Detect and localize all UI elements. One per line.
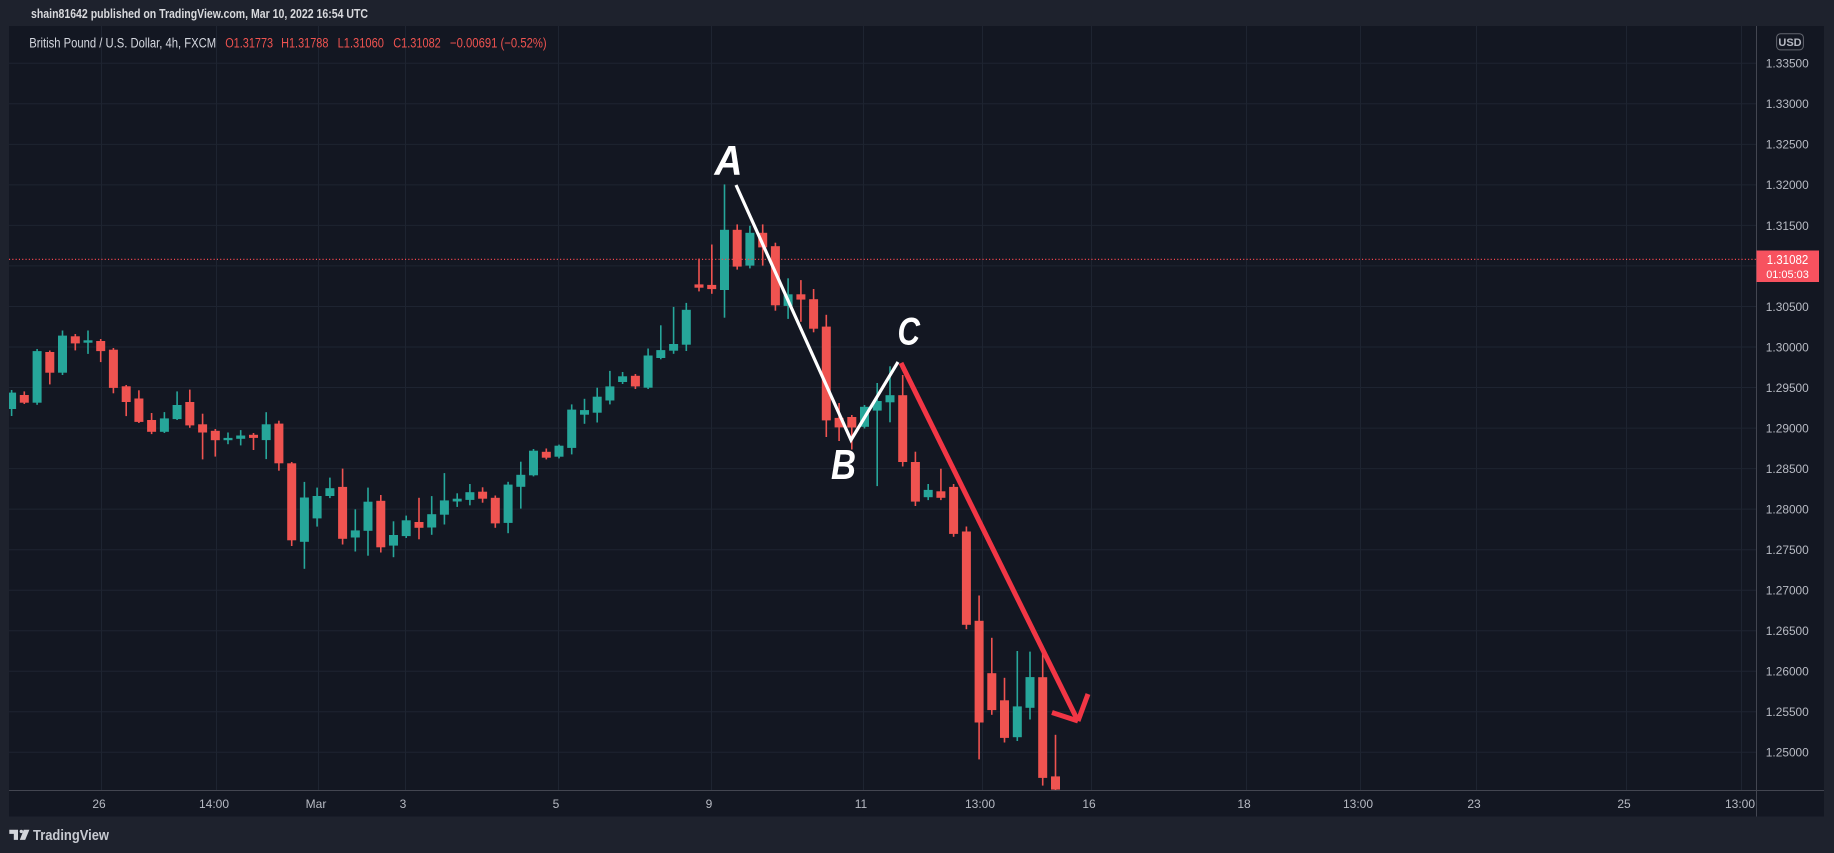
svg-text:1.27000: 1.27000 <box>1766 584 1809 598</box>
svg-text:1.25500: 1.25500 <box>1766 705 1809 719</box>
svg-text:1.33000: 1.33000 <box>1766 97 1809 111</box>
svg-text:1.32500: 1.32500 <box>1766 138 1809 152</box>
svg-text:3: 3 <box>400 797 407 811</box>
svg-text:1.32000: 1.32000 <box>1766 178 1809 192</box>
svg-text:TradingView: TradingView <box>33 827 109 844</box>
svg-text:13:00: 13:00 <box>1343 797 1373 811</box>
svg-text:H1.31788: H1.31788 <box>281 35 328 50</box>
svg-text:B: B <box>831 441 856 488</box>
svg-text:O1.31773: O1.31773 <box>225 35 273 50</box>
svg-text:1.29000: 1.29000 <box>1766 421 1809 435</box>
svg-text:1.31082: 1.31082 <box>1767 253 1809 267</box>
svg-text:USD: USD <box>1778 37 1801 49</box>
svg-text:1.33500: 1.33500 <box>1766 57 1809 71</box>
svg-text:25: 25 <box>1617 797 1631 811</box>
svg-text:A: A <box>714 137 743 184</box>
svg-text:26: 26 <box>92 797 106 811</box>
svg-text:11: 11 <box>855 797 868 811</box>
svg-text:14:00: 14:00 <box>199 797 229 811</box>
svg-text:13:00: 13:00 <box>1725 797 1755 811</box>
svg-text:18: 18 <box>1237 797 1251 811</box>
svg-text:1.28000: 1.28000 <box>1766 503 1809 517</box>
svg-text:C1.31082: C1.31082 <box>393 35 441 50</box>
svg-text:13:00: 13:00 <box>965 797 995 811</box>
svg-text:1.25000: 1.25000 <box>1766 746 1809 760</box>
svg-text:1.27500: 1.27500 <box>1766 543 1809 557</box>
svg-text:1.30500: 1.30500 <box>1766 300 1809 314</box>
svg-text:01:05:03: 01:05:03 <box>1766 269 1809 281</box>
svg-text:1.26000: 1.26000 <box>1766 665 1809 679</box>
svg-text:1.31500: 1.31500 <box>1766 219 1809 233</box>
svg-text:−0.00691 (−0.52%): −0.00691 (−0.52%) <box>450 35 547 50</box>
svg-text:1.30000: 1.30000 <box>1766 340 1809 354</box>
svg-text:1.29500: 1.29500 <box>1766 381 1809 395</box>
svg-text:16: 16 <box>1082 797 1096 811</box>
svg-text:9: 9 <box>706 797 713 811</box>
svg-text:L1.31060: L1.31060 <box>338 35 384 50</box>
svg-text:1.28500: 1.28500 <box>1766 462 1809 476</box>
svg-text:British Pound / U.S. Dollar, 4: British Pound / U.S. Dollar, 4h, FXCM <box>29 35 216 50</box>
svg-text:C: C <box>898 310 921 353</box>
svg-text:5: 5 <box>553 797 560 811</box>
svg-text:1.26500: 1.26500 <box>1766 624 1809 638</box>
svg-text:shain81642 published on Tradin: shain81642 published on TradingView.com,… <box>31 7 368 21</box>
svg-text:23: 23 <box>1467 797 1481 811</box>
svg-text:Mar: Mar <box>306 797 327 811</box>
